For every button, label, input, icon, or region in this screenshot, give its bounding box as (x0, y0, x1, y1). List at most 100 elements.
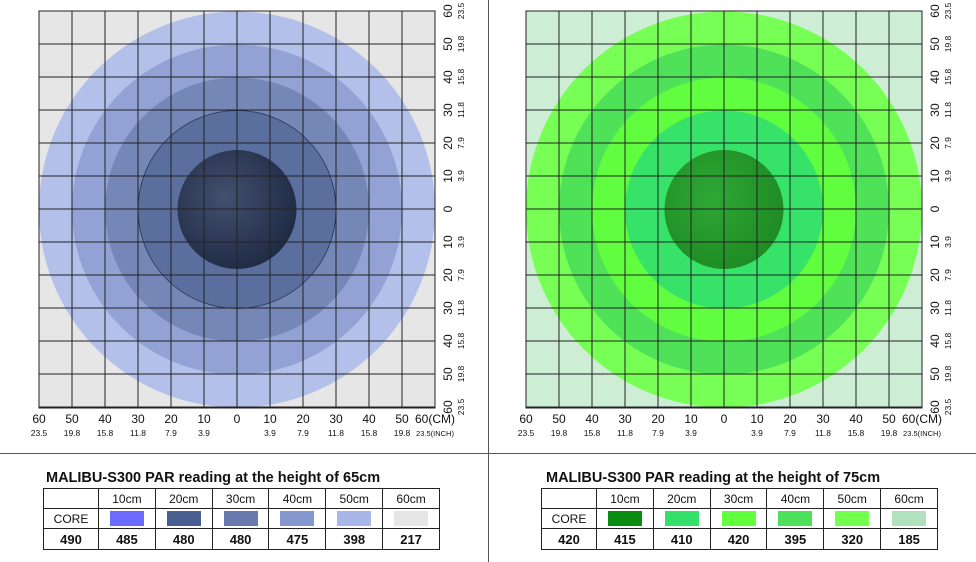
y-tick-label-inch: 19.8 (943, 365, 953, 382)
y-tick-label-cm: 20 (928, 136, 942, 150)
legend-header-cell: 40cm (766, 488, 825, 509)
legend-swatch (280, 511, 315, 527)
y-tick-label-inch: 7.9 (456, 269, 466, 281)
y-tick-label-cm: 40 (928, 334, 942, 348)
x-tick-label-inch: 15.8 (848, 428, 865, 438)
x-tick-label-cm: 40 (849, 412, 863, 426)
par-value: 395 (766, 528, 825, 550)
y-tick-label-cm: 60 (441, 4, 455, 18)
x-tick-label-inch: 23.5 (518, 428, 535, 438)
legend-swatch-cell (652, 508, 711, 529)
x-tick-label-inch: 7.9 (784, 428, 796, 438)
legend-header-cell (541, 488, 597, 509)
legend-swatch (394, 511, 429, 527)
x-tick-label-cm: 20 (296, 412, 310, 426)
x-tick-label-cm: 10 (197, 412, 211, 426)
y-tick-label-inch: 7.9 (943, 269, 953, 281)
par-value: 398 (325, 528, 384, 550)
x-tick-label-inch: 23.5 (31, 428, 48, 438)
y-tick-label-inch: 19.8 (943, 35, 953, 52)
y-tick-label-inch: 7.9 (456, 137, 466, 149)
x-tick-label-cm: 40 (585, 412, 599, 426)
legend-swatch-cell (268, 508, 327, 529)
y-tick-label-cm: 0 (928, 205, 942, 212)
legend-swatch-cell (709, 508, 768, 529)
y-tick-label-cm: 50 (928, 367, 942, 381)
chart-title: MALIBU-S300 PAR reading at the height of… (546, 470, 881, 486)
x-tick-label-cm: 30 (816, 412, 830, 426)
legend-swatch (721, 511, 756, 527)
par-value: 410 (652, 528, 711, 550)
legend-swatch-cell (382, 508, 440, 529)
x-tick-label-cm: 50 (395, 412, 409, 426)
y-tick-label-cm: 30 (928, 301, 942, 315)
par-legend-table-65cm: 10cm 20cm 30cm 40cm 50cm 60cm CORE 490 4… (43, 488, 440, 550)
x-tick-label-cm: 20 (783, 412, 797, 426)
legend-header-cell: 60cm (880, 488, 938, 509)
y-tick-label-inch: 15.8 (456, 332, 466, 349)
y-tick-label-cm: 10 (441, 169, 455, 183)
y-tick-label-cm: 60 (928, 400, 942, 414)
x-tick-label-inch: 3.9 (685, 428, 697, 438)
y-tick-label-inch: 23.5 (456, 2, 466, 19)
y-tick-label-inch: 11.8 (943, 300, 953, 316)
x-tick-label-inch: 7.9 (165, 428, 177, 438)
y-tick-label-cm: 20 (928, 268, 942, 282)
x-tick-label-cm: 60(CM) (415, 412, 455, 426)
legend-swatch-cell (766, 508, 825, 529)
x-tick-label-cm: 40 (362, 412, 376, 426)
legend-header-cell: 30cm (211, 488, 270, 509)
par-value: 420 (541, 528, 597, 550)
legend-header-cell: 30cm (709, 488, 768, 509)
y-tick-label-inch: 23.5 (943, 2, 953, 19)
section-divider (0, 453, 976, 454)
y-tick-label-cm: 40 (441, 334, 455, 348)
legend-swatch-cell (154, 508, 213, 529)
x-tick-label-cm: 30 (618, 412, 632, 426)
legend-header-cell (43, 488, 99, 509)
x-tick-label-inch: 15.8 (361, 428, 378, 438)
par-legend-table-75cm: 10cm 20cm 30cm 40cm 50cm 60cm CORE 420 4… (541, 488, 938, 550)
legend-header-cell: 50cm (823, 488, 882, 509)
x-tick-label-inch: 7.9 (652, 428, 664, 438)
par-chart-65cm: 60 23.5 50 19.8 40 15.8 30 11.8 20 7.9 10 3.9 0 10 3.9… (31, 2, 466, 550)
x-tick-label-cm: 40 (98, 412, 112, 426)
par-chart-75cm: 60 23.5 50 19.8 40 15.8 30 11.8 20 7.9 10 3.9 0 10 3.9… (488, 0, 976, 562)
y-tick-label-cm: 50 (441, 37, 455, 51)
x-tick-label-cm: 0 (721, 412, 728, 426)
legend-swatch (835, 511, 870, 527)
x-tick-label-cm: 60 (519, 412, 533, 426)
x-tick-label-inch: 11.8 (815, 428, 831, 438)
y-tick-label-inch: 3.9 (943, 236, 953, 248)
x-tick-label-inch: 3.9 (198, 428, 210, 438)
chart-title: MALIBU-S300 PAR reading at the height of… (46, 470, 381, 486)
x-tick-label-inch: 7.9 (297, 428, 309, 438)
x-tick-label-cm: 10 (684, 412, 698, 426)
y-tick-label-cm: 40 (928, 70, 942, 84)
legend-header-cell: 60cm (382, 488, 440, 509)
y-tick-label-cm: 60 (928, 4, 942, 18)
plot-frame (38, 10, 436, 409)
par-value: 415 (596, 528, 654, 550)
panel-divider (488, 0, 489, 562)
x-tick-label-inch: 19.8 (551, 428, 568, 438)
plot-frame (525, 10, 923, 409)
par-value: 320 (823, 528, 882, 550)
y-tick-label-cm: 30 (928, 103, 942, 117)
x-tick-label-cm: 10 (263, 412, 277, 426)
x-tick-label-cm: 60 (32, 412, 46, 426)
legend-header-cell: 10cm (596, 488, 654, 509)
x-tick-label-inch: 11.8 (130, 428, 146, 438)
par-value: 475 (268, 528, 327, 550)
x-tick-label-inch: 19.8 (394, 428, 411, 438)
par-value: 485 (98, 528, 156, 550)
x-tick-label-cm: 50 (882, 412, 896, 426)
y-tick-label-inch: 15.8 (456, 68, 466, 85)
y-tick-label-inch: 23.5 (456, 398, 466, 415)
y-tick-label-inch: 7.9 (943, 137, 953, 149)
legend-swatch-cell (880, 508, 938, 529)
y-tick-label-cm: 20 (441, 268, 455, 282)
y-tick-label-inch: 19.8 (456, 365, 466, 382)
legend-core-label: CORE (541, 508, 597, 529)
